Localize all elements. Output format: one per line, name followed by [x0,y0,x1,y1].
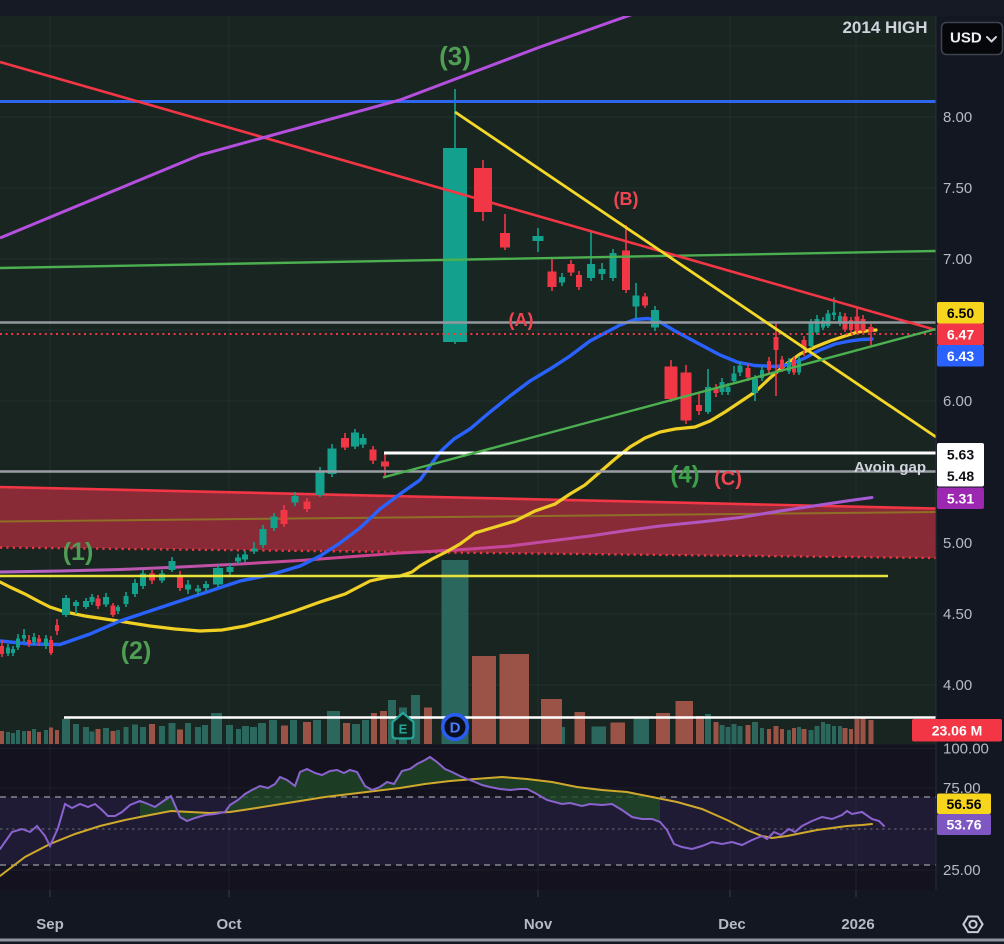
svg-text:23.06 M: 23.06 M [932,722,983,738]
svg-text:7.50: 7.50 [943,180,972,197]
svg-text:6.50: 6.50 [947,305,974,321]
svg-text:6.00: 6.00 [943,393,972,410]
svg-text:2026: 2026 [841,916,874,933]
svg-text:(C): (C) [714,468,742,490]
svg-text:4.00: 4.00 [943,677,972,694]
svg-text:(B): (B) [614,189,639,209]
svg-text:100.00: 100.00 [943,741,989,758]
svg-text:5.63: 5.63 [947,447,974,463]
svg-text:Dec: Dec [718,916,746,933]
svg-text:D: D [450,720,461,737]
svg-text:Nov: Nov [524,916,553,933]
svg-text:6.47: 6.47 [947,326,974,342]
svg-text:(2): (2) [121,637,152,665]
svg-text:75.00: 75.00 [943,780,981,797]
svg-text:25.00: 25.00 [943,862,981,879]
svg-text:(3): (3) [439,41,471,71]
svg-text:2014 HIGH: 2014 HIGH [842,18,927,37]
svg-text:Avoin gap: Avoin gap [854,459,926,476]
svg-text:7.00: 7.00 [943,251,972,268]
svg-text:Oct: Oct [216,916,241,933]
svg-text:5.00: 5.00 [943,535,972,552]
svg-text:56.56: 56.56 [946,796,981,812]
svg-text:8.00: 8.00 [943,109,972,126]
svg-text:53.76: 53.76 [946,817,981,833]
svg-text:(A): (A) [509,310,534,330]
svg-text:4.50: 4.50 [943,606,972,623]
svg-text:6.43: 6.43 [947,348,974,364]
svg-text:E: E [399,722,408,737]
svg-text:(1): (1) [63,538,94,566]
svg-text:5.48: 5.48 [947,468,974,484]
svg-text:USD: USD [950,30,982,47]
svg-text:Sep: Sep [36,916,64,933]
svg-text:(4): (4) [670,462,699,489]
svg-text:5.31: 5.31 [947,490,974,506]
